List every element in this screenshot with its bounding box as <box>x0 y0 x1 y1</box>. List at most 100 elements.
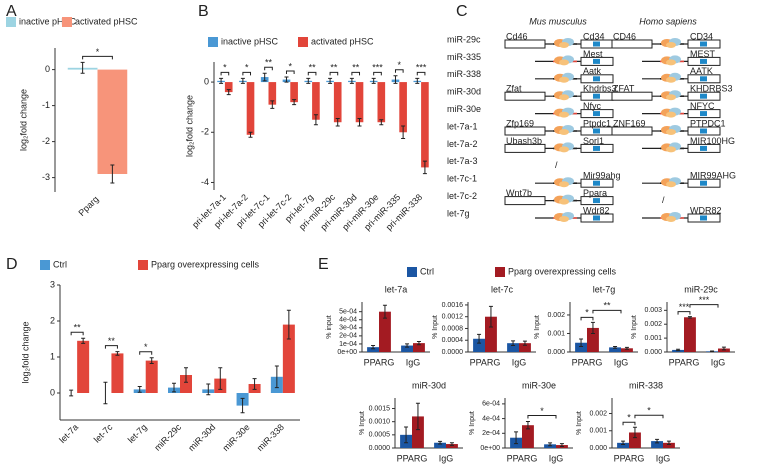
mirna-site <box>700 41 707 47</box>
mirna-site <box>700 145 707 151</box>
mirna-site <box>593 58 600 64</box>
protein-blob <box>559 146 569 153</box>
gene-label: CD46 <box>613 31 636 41</box>
x-tick-label: PPARG <box>507 453 538 463</box>
error-bar <box>422 160 427 175</box>
gene-label: Ppara <box>583 188 607 198</box>
error-bar <box>172 382 176 393</box>
mirna-label: miR-335 <box>447 52 481 62</box>
gene-label: Wdr82 <box>583 205 610 215</box>
y-tick-label: 5e-04 <box>339 309 357 316</box>
protein-blob <box>559 198 569 205</box>
bar <box>651 441 663 448</box>
bar <box>621 348 633 352</box>
error-bar <box>676 348 681 352</box>
bar <box>97 69 128 174</box>
gene-label: ZNF169 <box>613 118 646 128</box>
error-bar <box>274 365 279 389</box>
error-bar <box>522 340 527 346</box>
legend-swatch <box>208 37 218 47</box>
error-bar <box>371 345 376 350</box>
x-tick-label: IgG <box>439 453 454 463</box>
mirna-site <box>700 128 707 134</box>
protein-blob <box>559 94 569 101</box>
panel-title: let-7c <box>491 284 514 294</box>
y-tick-label: 0.0000 <box>369 445 391 452</box>
gene-box <box>504 91 546 101</box>
gene-label: Cd34 <box>583 31 605 41</box>
y-tick-label: 0.0015 <box>369 405 391 412</box>
error-bar <box>149 357 154 364</box>
gene-box <box>504 126 546 136</box>
x-tick-label: PPARG <box>572 357 603 367</box>
x-tick-label: miR-338 <box>255 422 286 453</box>
y-tick-label: 0.002 <box>547 312 565 319</box>
significance-bracket <box>394 69 404 73</box>
y-tick-label: 0e+00 <box>480 445 500 452</box>
bar <box>617 442 629 448</box>
significance-label: * <box>144 342 148 352</box>
mirna-site <box>593 145 600 151</box>
bar <box>412 416 424 448</box>
bar <box>367 347 379 352</box>
mirna-site <box>593 41 600 47</box>
x-tick-label: let-7g <box>126 422 149 445</box>
species-label: Mus musculus <box>529 16 587 26</box>
panel-title: miR-29c <box>684 284 718 294</box>
y-axis-label: % Input <box>631 315 638 339</box>
error-bar <box>218 367 223 390</box>
y-tick-label: 0.0005 <box>369 432 391 439</box>
gene-label: MIR99AHG <box>690 171 736 181</box>
absent-mark: / <box>555 160 558 170</box>
error-bar <box>240 397 245 414</box>
gene-label: ZFAT <box>613 84 635 94</box>
x-tick-label: PPARG <box>669 357 700 367</box>
mirna-site <box>700 76 707 82</box>
bar <box>485 316 497 352</box>
panel-title: let-7g <box>593 284 616 294</box>
mirna-label: let-7c-2 <box>447 191 477 201</box>
error-bar <box>514 431 519 445</box>
gene-label: Mest <box>583 49 603 59</box>
significance-bracket <box>416 71 426 76</box>
significance-label: * <box>585 308 589 318</box>
gene-box <box>504 143 546 153</box>
legend-swatch <box>495 267 505 277</box>
significance-label: * <box>245 63 249 73</box>
bar <box>684 317 696 352</box>
error-bar <box>579 338 584 347</box>
bar <box>224 82 233 93</box>
significance-bracket <box>373 71 382 76</box>
x-tick-label: IgG <box>614 357 629 367</box>
gene-label: Ptpdc1 <box>583 118 611 128</box>
error-bar <box>371 77 376 84</box>
protein-blob <box>559 59 569 66</box>
gene-label: Aatk <box>583 66 602 76</box>
bar <box>268 82 277 105</box>
protein-blob <box>559 76 569 83</box>
gene-label: NFYC <box>690 101 715 111</box>
bar <box>575 342 587 352</box>
x-tick-label: PPARG <box>364 357 395 367</box>
error-bar <box>488 305 493 328</box>
error-bar <box>416 341 421 346</box>
significance-bracket <box>634 414 664 419</box>
y-tick-label: 0.000 <box>589 445 607 452</box>
x-tick-label: IgG <box>656 453 671 463</box>
mirna-site <box>593 128 600 134</box>
error-bar <box>559 443 564 448</box>
bar <box>609 347 621 352</box>
protein-blob <box>666 146 676 153</box>
y-tick-label: 6e-04 <box>482 401 500 408</box>
protein-blob <box>666 76 676 83</box>
legend-swatch <box>138 260 148 270</box>
significance-label: ** <box>330 63 338 73</box>
gene-box <box>611 91 653 101</box>
y-tick-label: -2 <box>42 136 50 146</box>
y-tick-label: 4e-04 <box>339 317 357 324</box>
x-tick-label: PPARG <box>614 453 645 463</box>
error-bar <box>226 89 231 96</box>
gene-box <box>504 39 546 49</box>
bar <box>401 345 413 352</box>
